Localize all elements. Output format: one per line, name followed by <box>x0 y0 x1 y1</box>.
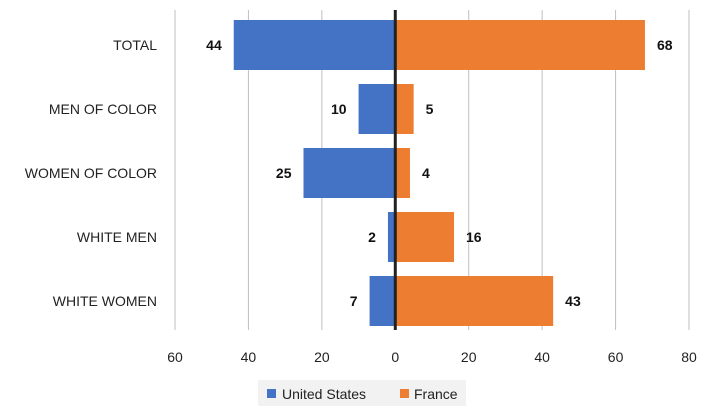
x-tick-label: 40 <box>534 349 550 365</box>
legend-item-united-states-label: United States <box>282 386 366 402</box>
x-tick-label: 20 <box>461 349 477 365</box>
bar-france <box>395 212 455 262</box>
bar-united-states <box>369 276 396 326</box>
bar-united-states <box>233 20 396 70</box>
data-label-france: 4 <box>422 165 430 181</box>
data-label-united-states: 25 <box>276 165 292 181</box>
category-label: WOMEN OF COLOR <box>25 165 157 181</box>
bar-united-states <box>303 148 396 198</box>
category-label: WHITE WOMEN <box>53 293 157 309</box>
bar-united-states <box>358 84 396 134</box>
x-tick-label: 60 <box>167 349 183 365</box>
bar-france <box>395 84 414 134</box>
data-label-france: 5 <box>426 101 434 117</box>
data-label-france: 16 <box>466 229 482 245</box>
legend-item-france-label: France <box>414 386 458 402</box>
data-label-united-states: 7 <box>350 293 358 309</box>
data-label-united-states: 2 <box>368 229 376 245</box>
legend: United States France <box>258 380 466 406</box>
bars <box>233 20 645 326</box>
x-tick-label: 0 <box>391 349 399 365</box>
data-label-france: 68 <box>657 37 673 53</box>
data-label-united-states: 44 <box>206 37 222 53</box>
legend-box <box>258 380 466 406</box>
x-tick-label: 20 <box>314 349 330 365</box>
x-tick-label: 80 <box>681 349 697 365</box>
x-tick-label: 40 <box>241 349 257 365</box>
data-label-united-states: 10 <box>331 101 347 117</box>
category-label: TOTAL <box>113 37 157 53</box>
x-tick-label: 60 <box>608 349 624 365</box>
bar-france <box>395 148 410 198</box>
bar-united-states <box>387 212 396 262</box>
labels: 60 40 20 0 20 40 60 80 TOTAL 44 68 MEN OF COLOR 10 5 W… <box>25 37 697 365</box>
legend-item-united-states-swatch <box>267 389 276 398</box>
bar-france <box>395 20 645 70</box>
category-label: MEN OF COLOR <box>49 101 157 117</box>
category-label: WHITE MEN <box>77 229 157 245</box>
data-label-france: 43 <box>565 293 581 309</box>
legend-item-france-swatch <box>400 389 409 398</box>
bar-france <box>395 276 554 326</box>
